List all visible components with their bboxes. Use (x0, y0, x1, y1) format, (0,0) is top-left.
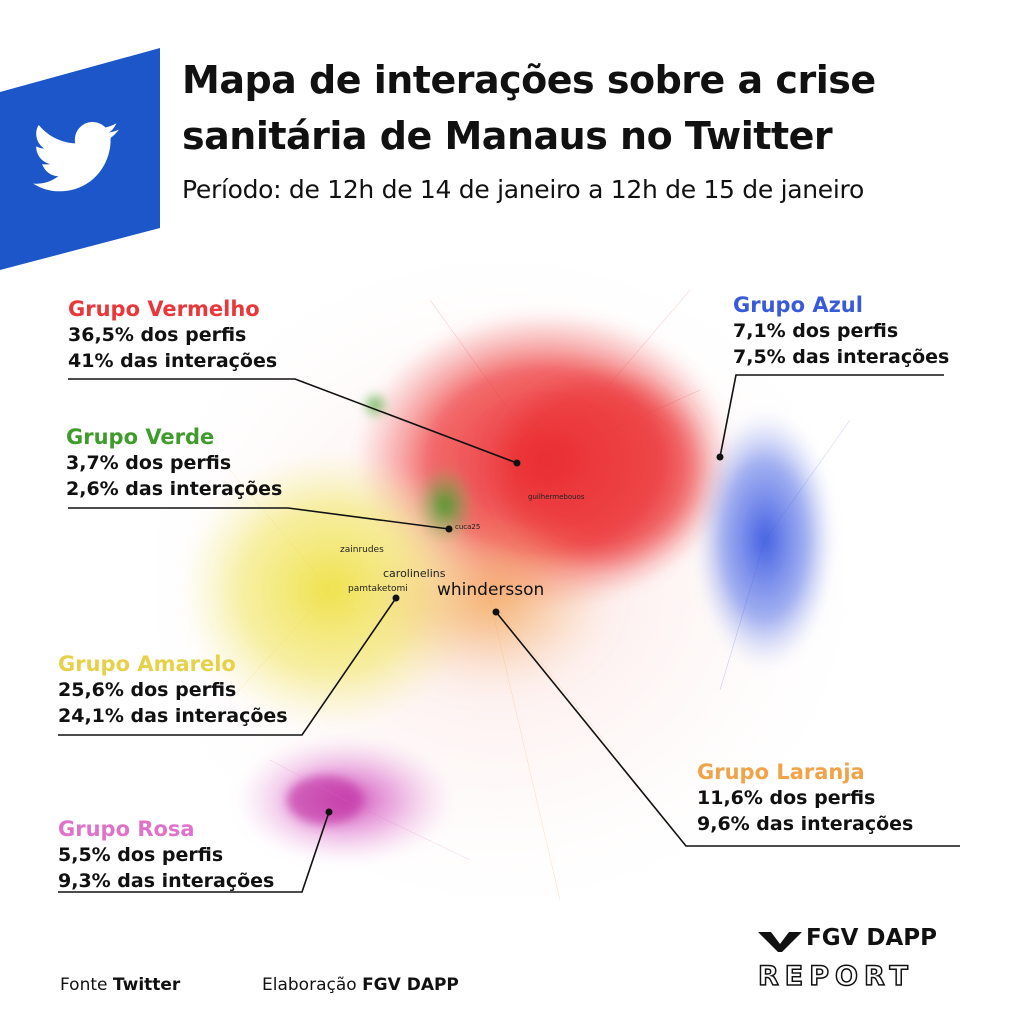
group-verde: Grupo Verde 3,7% dos perfis 2,6% das int… (66, 424, 282, 502)
group-vermelho: Grupo Vermelho 36,5% dos perfis 41% das … (68, 296, 277, 374)
leader-red (68, 378, 518, 464)
group-rosa-perfis: 5,5% dos perfis (58, 844, 224, 866)
group-azul-interacoes: 7,5% das interações (733, 346, 950, 368)
node-label-carolinelins: carolinelins (383, 567, 446, 580)
cluster-orange (370, 510, 610, 690)
group-vermelho-name: Grupo Vermelho (68, 297, 260, 321)
group-vermelho-interacoes: 41% das interações (68, 350, 278, 372)
group-amarelo: Grupo Amarelo 25,6% dos perfis 24,1% das… (58, 651, 288, 729)
group-amarelo-name: Grupo Amarelo (58, 652, 236, 676)
footer-source-label: Fonte (60, 975, 108, 995)
group-laranja-name: Grupo Laranja (697, 760, 865, 784)
group-azul-name: Grupo Azul (733, 293, 863, 317)
group-rosa-interacoes: 9,3% das interações (58, 870, 275, 892)
group-amarelo-perfis: 25,6% dos perfis (58, 679, 237, 701)
twitter-bird-icon (32, 122, 119, 192)
leader-orange (495, 611, 960, 847)
node-label-pamtaketomi: pamtaketomi (348, 584, 408, 594)
footer-source: Fonte Twitter (60, 975, 180, 995)
leader-dots (325, 453, 724, 816)
footer-source-value: Twitter (112, 975, 181, 995)
group-rosa: Grupo Rosa 5,5% dos perfis 9,3% das inte… (58, 816, 274, 894)
leader-lines (58, 374, 960, 893)
page-title: Mapa de interações sobre a crise sanitár… (182, 58, 876, 158)
cluster-blue (695, 410, 835, 670)
group-laranja-interacoes: 9,6% das interações (697, 813, 914, 835)
group-azul: Grupo Azul 7,1% dos perfis 7,5% das inte… (733, 292, 949, 370)
cluster-pink-core (287, 776, 363, 824)
page-subtitle: Período: de 12h de 14 de janeiro a 12h d… (182, 175, 864, 204)
group-verde-interacoes: 2,6% das interações (66, 478, 283, 500)
group-laranja-perfis: 11,6% dos perfis (697, 787, 876, 809)
group-azul-perfis: 7,1% dos perfis (733, 320, 899, 342)
leader-blue (719, 374, 944, 458)
brand-report: REPORT (757, 960, 914, 993)
footer-credit: Elaboração FGV DAPP (262, 975, 459, 995)
leader-pink (58, 811, 330, 893)
footer-credit-value: FGV DAPP (362, 975, 459, 995)
fgv-logo-icon (758, 932, 802, 952)
twitter-banner (0, 48, 160, 270)
group-verde-name: Grupo Verde (66, 425, 215, 449)
group-rosa-name: Grupo Rosa (58, 817, 195, 841)
node-label-cuca25: cuca25 (455, 523, 481, 531)
node-label-guilhermebouos: guilhermebouos (528, 493, 585, 501)
cluster-red-core (500, 380, 700, 560)
group-amarelo-interacoes: 24,1% das interações (58, 705, 288, 727)
network-edges (229, 289, 851, 901)
group-laranja: Grupo Laranja 11,6% dos perfis 9,6% das … (697, 759, 913, 837)
leader-green (68, 507, 450, 530)
group-verde-perfis: 3,7% dos perfis (66, 452, 232, 474)
group-vermelho-perfis: 36,5% dos perfis (68, 324, 247, 346)
brand-name: FGV DAPP (806, 925, 938, 951)
leader-yellow (58, 597, 397, 736)
node-label-whindersson: whindersson (437, 580, 545, 600)
footer-credit-label: Elaboração (262, 975, 357, 995)
cluster-green (415, 465, 475, 545)
node-label-zainrudes: zainrudes (340, 545, 384, 555)
